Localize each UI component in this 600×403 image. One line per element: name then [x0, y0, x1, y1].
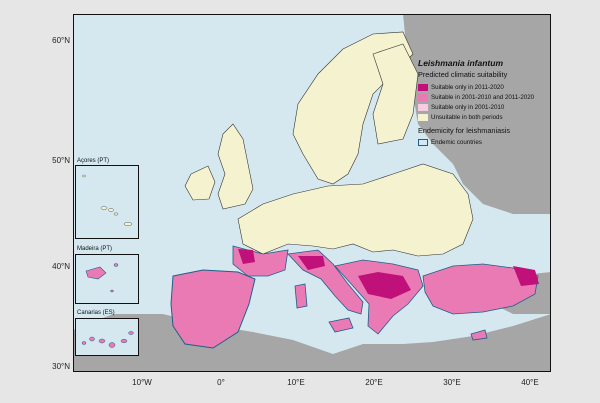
lat-label-60: 60°N	[52, 36, 70, 45]
finland	[372, 43, 419, 145]
black-sea	[463, 226, 543, 260]
map-frame	[73, 14, 551, 372]
legend-item-both: Suitable in 2001-2010 and 2011-2020	[418, 92, 550, 102]
legend-swatch-both	[418, 93, 428, 101]
legend-swatch-endemic	[418, 138, 428, 146]
lon-label-20e: 20°E	[365, 378, 383, 387]
legend-item-recent: Suitable only in 2011-2020	[418, 82, 550, 92]
azores-islands	[82, 174, 133, 226]
inset-label-azores: Açores (PT)	[77, 158, 110, 164]
great-britain	[217, 123, 254, 210]
lat-label-50: 50°N	[52, 156, 70, 165]
italy-hotspot	[298, 256, 325, 270]
canarias-islands	[81, 331, 134, 348]
inset-label-canarias: Canarias (ES)	[77, 310, 115, 316]
lon-label-40e: 40°E	[521, 378, 539, 387]
legend-swatch-recent	[418, 83, 428, 91]
legend-label-unsuitable: Unsuitable in both periods	[431, 113, 503, 121]
legend-item-unsuitable: Unsuitable in both periods	[418, 112, 550, 122]
legend-title: Leishmania infantum	[418, 58, 504, 68]
lon-label-10w: 10°W	[132, 378, 152, 387]
legend-item-endemic: Endemic countries	[418, 137, 550, 147]
lat-label-30: 30°N	[52, 362, 70, 371]
france-hotspot	[238, 249, 255, 264]
legend-swatch-earlier	[418, 103, 428, 111]
cyprus	[470, 329, 488, 341]
legend-label-endemic: Endemic countries	[431, 138, 482, 146]
lon-label-0: 0°	[217, 378, 225, 387]
sardinia	[294, 283, 308, 309]
inset-madeira	[75, 254, 139, 304]
legend-item-earlier: Suitable only in 2001-2010	[418, 102, 550, 112]
lon-label-10e: 10°E	[287, 378, 305, 387]
sicily	[328, 317, 354, 333]
russia-land	[403, 14, 551, 214]
legend-endemicity-title: Endemicity for leishmaniasis	[418, 126, 511, 135]
central-europe	[237, 163, 474, 257]
lon-label-30e: 30°E	[443, 378, 461, 387]
turkey-hotspot	[513, 266, 539, 286]
turkey	[422, 263, 539, 315]
legend-label-earlier: Suitable only in 2001-2010	[431, 103, 505, 111]
legend-label-recent: Suitable only in 2011-2020	[431, 83, 504, 91]
madeira-islands	[85, 263, 119, 293]
inset-canarias	[75, 318, 139, 356]
legend-swatch-unsuitable	[418, 113, 428, 121]
legend-subtitle: Predicted climatic suitability	[418, 70, 508, 79]
europe-map	[73, 14, 551, 372]
north-africa-land	[73, 314, 551, 372]
legend-label-both: Suitable in 2001-2010 and 2011-2020	[431, 93, 535, 101]
lat-label-40: 40°N	[52, 262, 70, 271]
ireland	[184, 165, 216, 201]
map-legend: Leishmania infantum Predicted climatic s…	[418, 58, 550, 147]
inset-label-madeira: Madeira (PT)	[77, 246, 113, 252]
inset-azores	[75, 165, 139, 239]
balkans-hotspot	[358, 272, 411, 299]
iberia	[170, 269, 256, 349]
